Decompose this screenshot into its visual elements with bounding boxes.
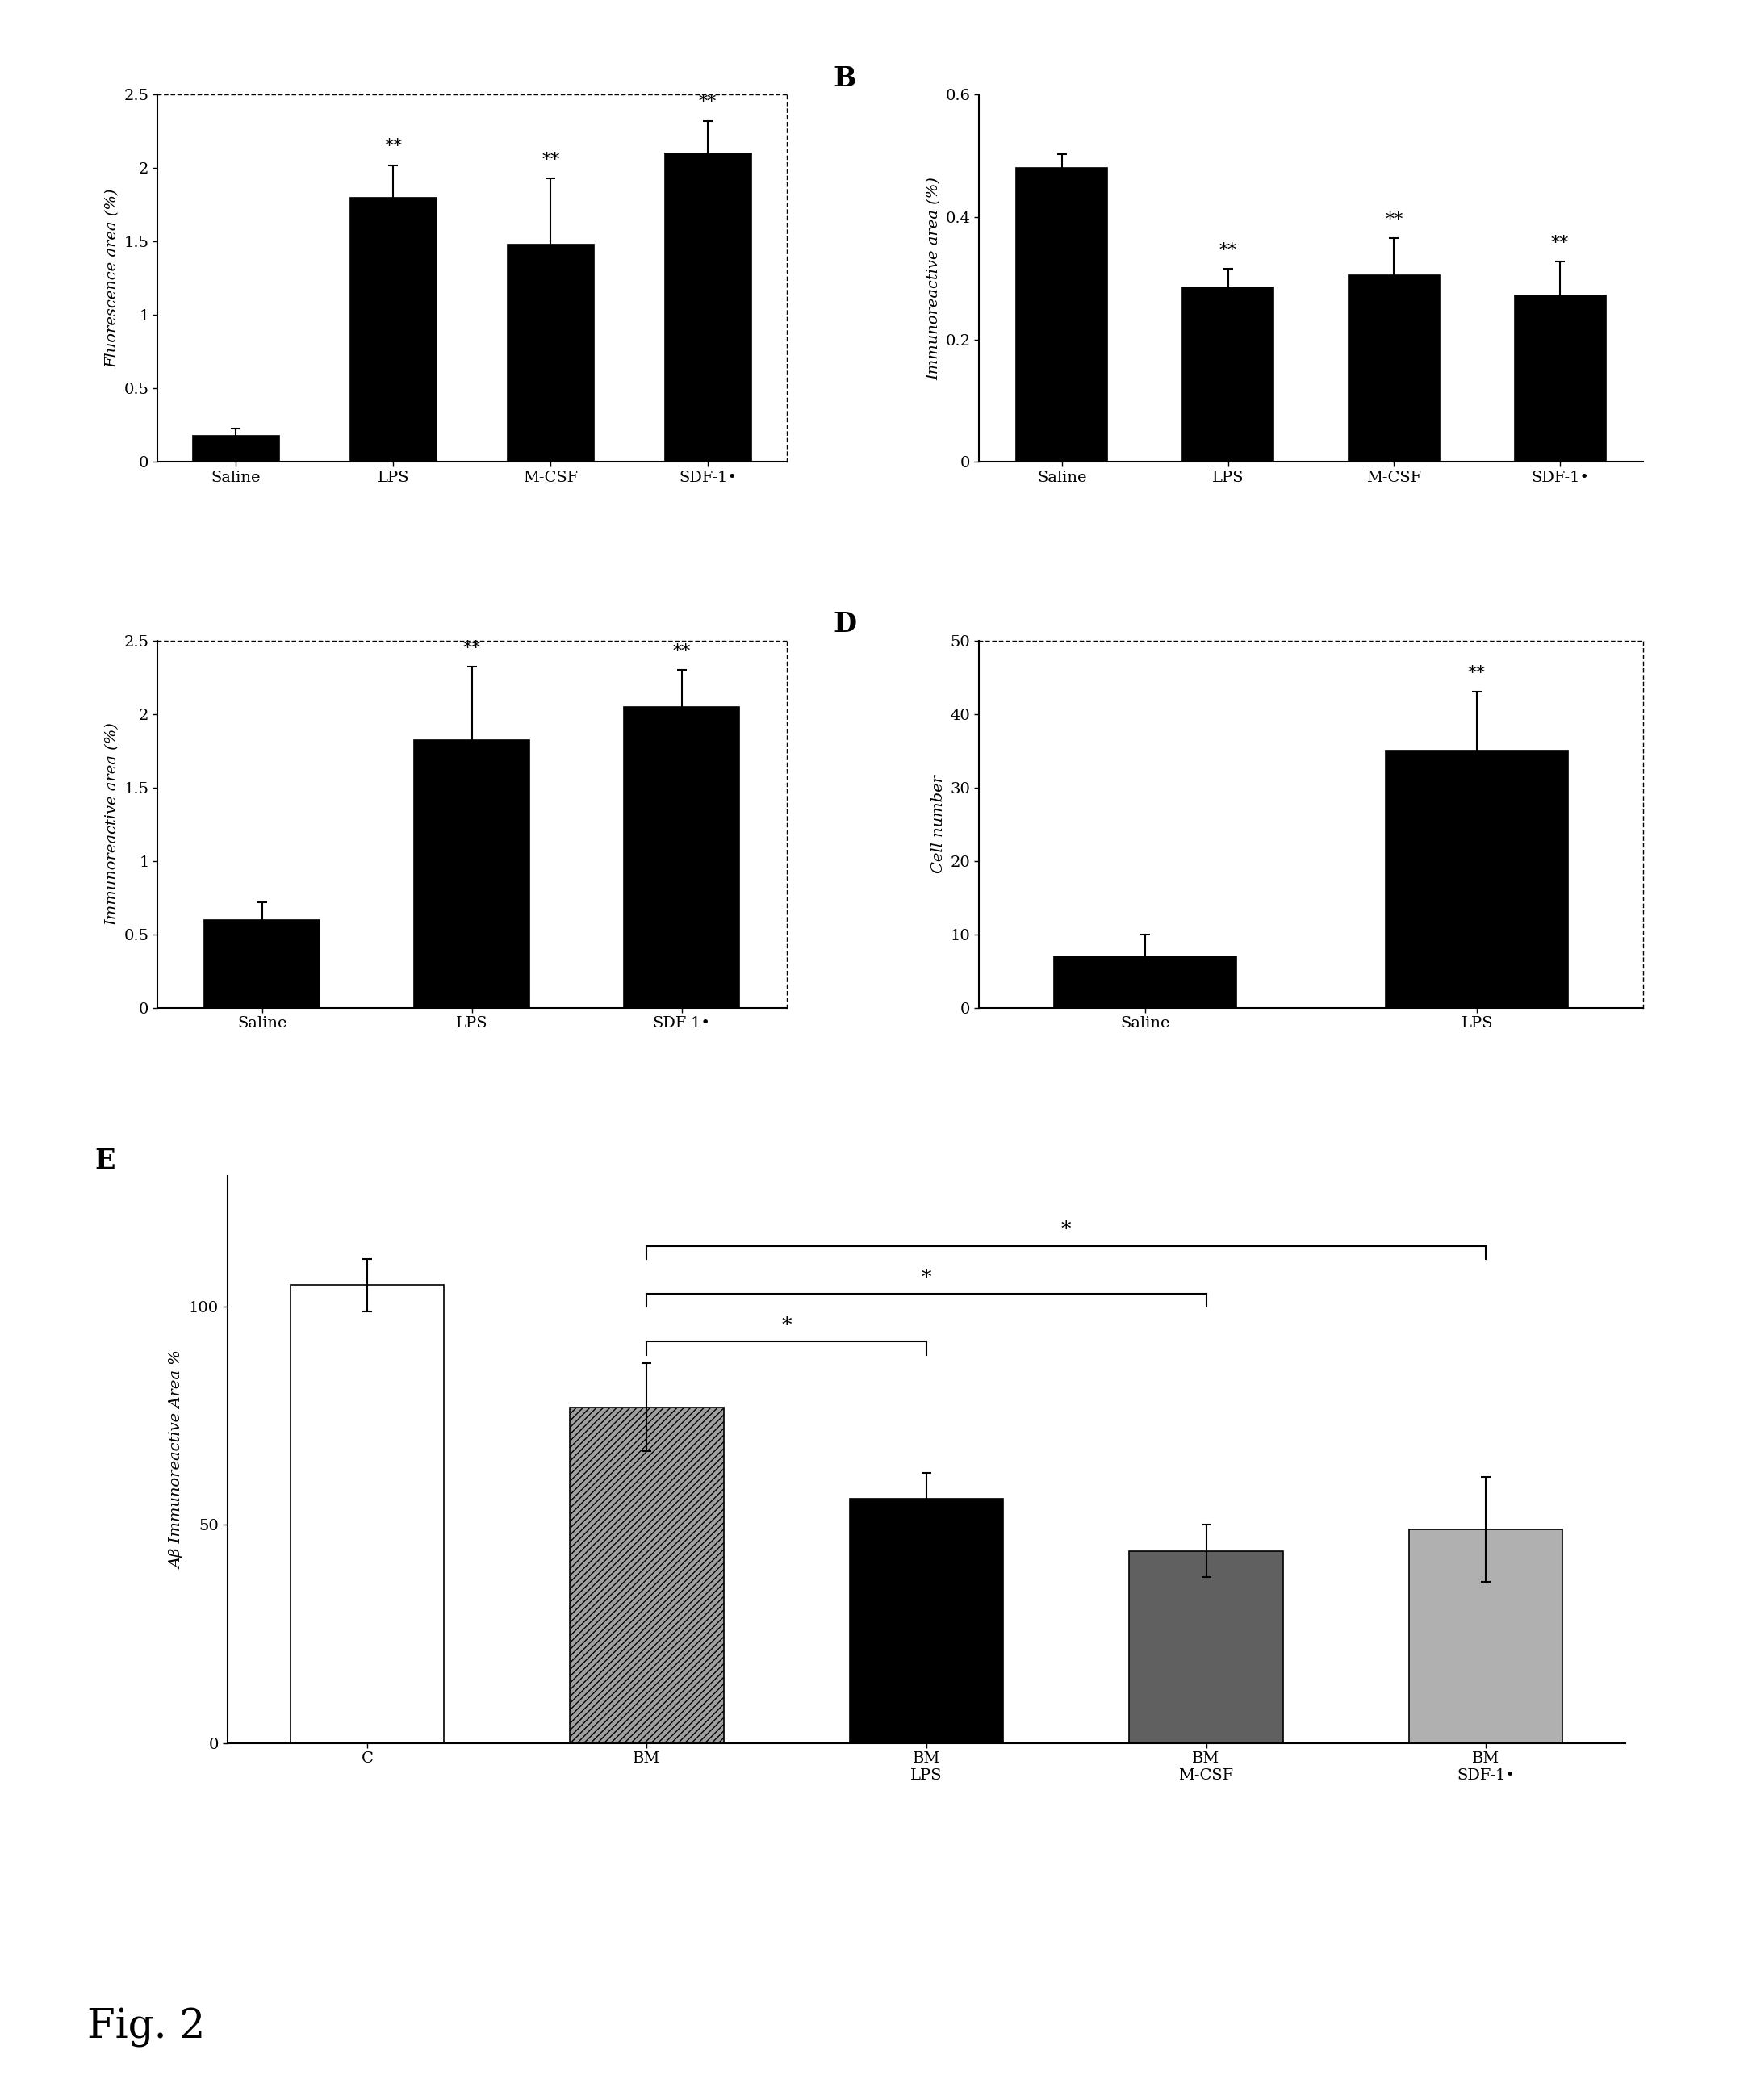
Text: Fig. 2: Fig. 2 xyxy=(87,2008,206,2048)
Bar xyxy=(1514,296,1606,462)
Text: **: ** xyxy=(1468,666,1486,683)
Y-axis label: Cell number: Cell number xyxy=(932,775,946,874)
Bar xyxy=(1386,750,1568,1008)
Y-axis label: Immunoreactive area (%): Immunoreactive area (%) xyxy=(105,722,119,926)
Bar xyxy=(1129,1552,1283,1743)
Text: *: * xyxy=(1061,1220,1072,1239)
Text: **: ** xyxy=(699,94,717,111)
Bar xyxy=(350,197,437,462)
Bar xyxy=(1054,958,1236,1008)
Text: B: B xyxy=(832,65,857,92)
Text: **: ** xyxy=(673,643,690,662)
Text: **: ** xyxy=(1384,212,1404,229)
Bar xyxy=(507,244,594,462)
Bar xyxy=(192,435,280,462)
Bar xyxy=(290,1285,444,1743)
Y-axis label: Fluorescence area (%): Fluorescence area (%) xyxy=(105,189,119,368)
Text: E: E xyxy=(94,1147,115,1174)
Y-axis label: Immunoreactive area (%): Immunoreactive area (%) xyxy=(926,176,940,380)
Text: **: ** xyxy=(1218,242,1238,260)
Bar xyxy=(664,153,752,462)
Bar xyxy=(1409,1529,1563,1743)
Bar xyxy=(1348,275,1440,462)
Bar xyxy=(624,706,739,1008)
Text: D: D xyxy=(832,611,857,638)
Text: *: * xyxy=(781,1317,792,1336)
Bar xyxy=(205,920,320,1008)
Bar xyxy=(1016,168,1108,462)
Text: **: ** xyxy=(542,151,559,170)
Text: **: ** xyxy=(1550,235,1570,252)
Text: *: * xyxy=(921,1268,932,1287)
Bar xyxy=(1182,288,1274,462)
Bar xyxy=(850,1499,1003,1743)
Text: **: ** xyxy=(463,640,481,657)
Bar xyxy=(414,741,530,1008)
Bar xyxy=(570,1407,724,1743)
Text: **: ** xyxy=(385,139,402,155)
Y-axis label: Aβ Immunoreactive Area %: Aβ Immunoreactive Area % xyxy=(170,1350,184,1569)
